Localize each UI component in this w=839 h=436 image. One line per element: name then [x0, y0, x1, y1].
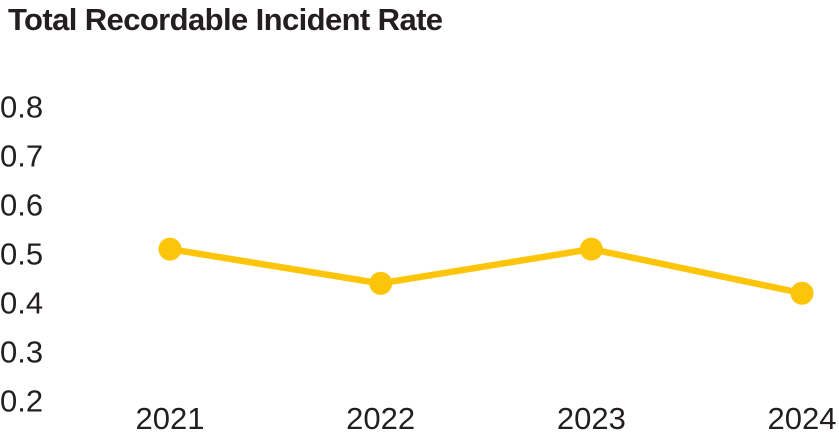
y-axis-tick-label: 0.5 — [0, 236, 44, 272]
x-axis-tick-label: 2023 — [556, 401, 626, 436]
trend-line — [169, 245, 803, 297]
y-axis-tick-label: 0.3 — [0, 334, 44, 370]
x-axis-tick-label: 2021 — [135, 401, 205, 436]
data-point-2023 — [579, 237, 603, 261]
data-point-2022 — [369, 271, 393, 295]
data-point-2024 — [790, 281, 814, 305]
data-point-2021 — [158, 237, 182, 261]
y-axis-tick-label: 0.7 — [0, 138, 44, 174]
y-axis-tick-label: 0.6 — [0, 187, 44, 223]
x-axis-tick-label: 2022 — [346, 401, 416, 436]
y-axis-tick-label: 0.2 — [0, 383, 44, 419]
y-axis-tick-label: 0.8 — [0, 89, 44, 125]
y-axis-tick-label: 0.4 — [0, 285, 44, 321]
x-axis-tick-label: 2024 — [767, 401, 837, 436]
chart-title: Total Recordable Incident Rate — [8, 2, 443, 37]
